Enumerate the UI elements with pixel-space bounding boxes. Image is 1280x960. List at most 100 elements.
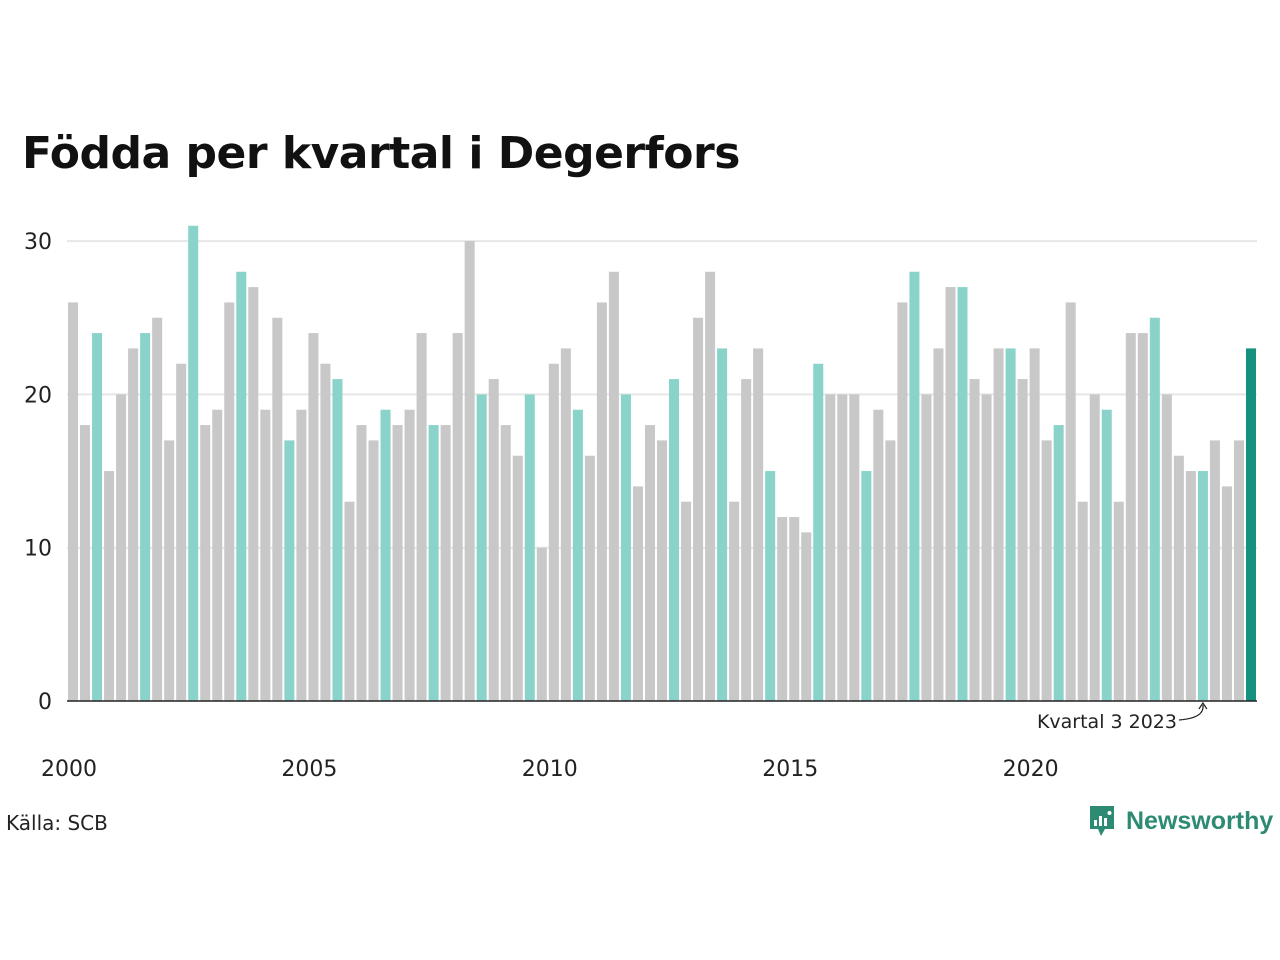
brand-name: Newsworthy bbox=[1126, 806, 1274, 835]
bars bbox=[68, 225, 1256, 701]
bar bbox=[681, 501, 692, 701]
bar bbox=[729, 501, 740, 701]
bar bbox=[813, 363, 824, 701]
bar bbox=[128, 348, 139, 701]
bar bbox=[993, 348, 1004, 701]
bar bbox=[873, 409, 884, 701]
bar bbox=[164, 440, 175, 701]
y-tick-label: 10 bbox=[24, 537, 52, 562]
bar bbox=[224, 302, 235, 701]
bar bbox=[380, 409, 391, 701]
bar bbox=[488, 379, 499, 701]
bar bbox=[1065, 302, 1076, 701]
bar bbox=[344, 501, 355, 701]
bar bbox=[1041, 440, 1052, 701]
bar bbox=[1221, 486, 1232, 701]
bar bbox=[1137, 333, 1148, 701]
bar bbox=[236, 271, 247, 701]
bar bbox=[1017, 379, 1028, 701]
bar bbox=[176, 363, 187, 701]
y-tick-label: 0 bbox=[38, 690, 52, 715]
bar bbox=[428, 425, 439, 701]
x-tick-label: 2010 bbox=[522, 757, 578, 782]
bar bbox=[897, 302, 908, 701]
bar bbox=[1149, 317, 1160, 701]
newsworthy-logo-icon bbox=[1090, 806, 1114, 836]
bar bbox=[404, 409, 415, 701]
bar bbox=[957, 287, 968, 701]
bar bbox=[620, 394, 631, 701]
bar bbox=[656, 440, 668, 701]
axes: 0 10 20 30 2000 2005 2010 2015 2020 bbox=[24, 230, 1257, 782]
bar bbox=[1209, 440, 1220, 701]
bar bbox=[464, 241, 475, 701]
bar bbox=[140, 333, 151, 701]
bar bbox=[548, 363, 559, 701]
bar bbox=[1101, 409, 1112, 701]
bar bbox=[909, 271, 920, 701]
bar bbox=[356, 425, 367, 701]
x-tick-label: 2015 bbox=[762, 757, 818, 782]
bar bbox=[777, 517, 788, 701]
bar bbox=[705, 271, 716, 701]
bar bbox=[560, 348, 571, 701]
bar bbox=[440, 425, 451, 701]
bar bbox=[608, 271, 619, 701]
bar bbox=[861, 471, 872, 701]
bar bbox=[1245, 348, 1256, 701]
bar bbox=[921, 394, 932, 701]
y-tick-label: 30 bbox=[24, 230, 52, 255]
bar bbox=[212, 409, 223, 701]
bar bbox=[632, 486, 643, 701]
annotation-arrow bbox=[1178, 704, 1204, 721]
bar bbox=[1197, 471, 1208, 701]
bar bbox=[512, 455, 523, 701]
bar bbox=[885, 440, 896, 701]
bar bbox=[1089, 394, 1100, 701]
bar bbox=[1125, 333, 1136, 701]
bar bbox=[452, 333, 463, 701]
bar bbox=[1005, 348, 1016, 701]
annotation: Kvartal 3 2023 bbox=[1037, 701, 1208, 733]
bar bbox=[200, 425, 211, 701]
bar bbox=[669, 379, 680, 701]
bar bbox=[476, 394, 487, 701]
bar bbox=[392, 425, 403, 701]
bar bbox=[332, 379, 343, 701]
bar bbox=[320, 363, 331, 701]
bar bbox=[584, 455, 595, 701]
bar bbox=[1233, 440, 1244, 701]
bar bbox=[1185, 471, 1196, 701]
bar bbox=[296, 409, 307, 701]
bar bbox=[741, 379, 752, 701]
bar bbox=[272, 317, 283, 701]
annotation-label: Kvartal 3 2023 bbox=[1037, 711, 1177, 733]
bar bbox=[116, 394, 127, 701]
bar bbox=[945, 287, 956, 701]
bar bbox=[188, 225, 199, 701]
bar bbox=[92, 333, 103, 701]
bar bbox=[837, 394, 848, 701]
bar bbox=[260, 409, 271, 701]
x-tick-label: 2000 bbox=[41, 757, 97, 782]
bar bbox=[753, 348, 764, 701]
bar bbox=[717, 348, 728, 701]
bar bbox=[644, 425, 655, 701]
bar bbox=[368, 440, 379, 701]
bar bbox=[933, 348, 944, 701]
bar bbox=[1113, 501, 1124, 701]
bar bbox=[969, 379, 980, 701]
brand-logo: Newsworthy bbox=[1088, 804, 1273, 838]
bar bbox=[500, 425, 511, 701]
bar bbox=[596, 302, 607, 701]
bar bbox=[524, 394, 535, 701]
bar bbox=[416, 333, 427, 701]
source-note: Källa: SCB bbox=[6, 811, 108, 835]
bar bbox=[152, 317, 163, 701]
bar bbox=[1029, 348, 1040, 701]
bar bbox=[1077, 501, 1088, 701]
bar bbox=[308, 333, 319, 701]
annotation-arrowhead bbox=[1198, 701, 1208, 710]
bar bbox=[801, 532, 812, 701]
bar bbox=[1173, 455, 1184, 701]
